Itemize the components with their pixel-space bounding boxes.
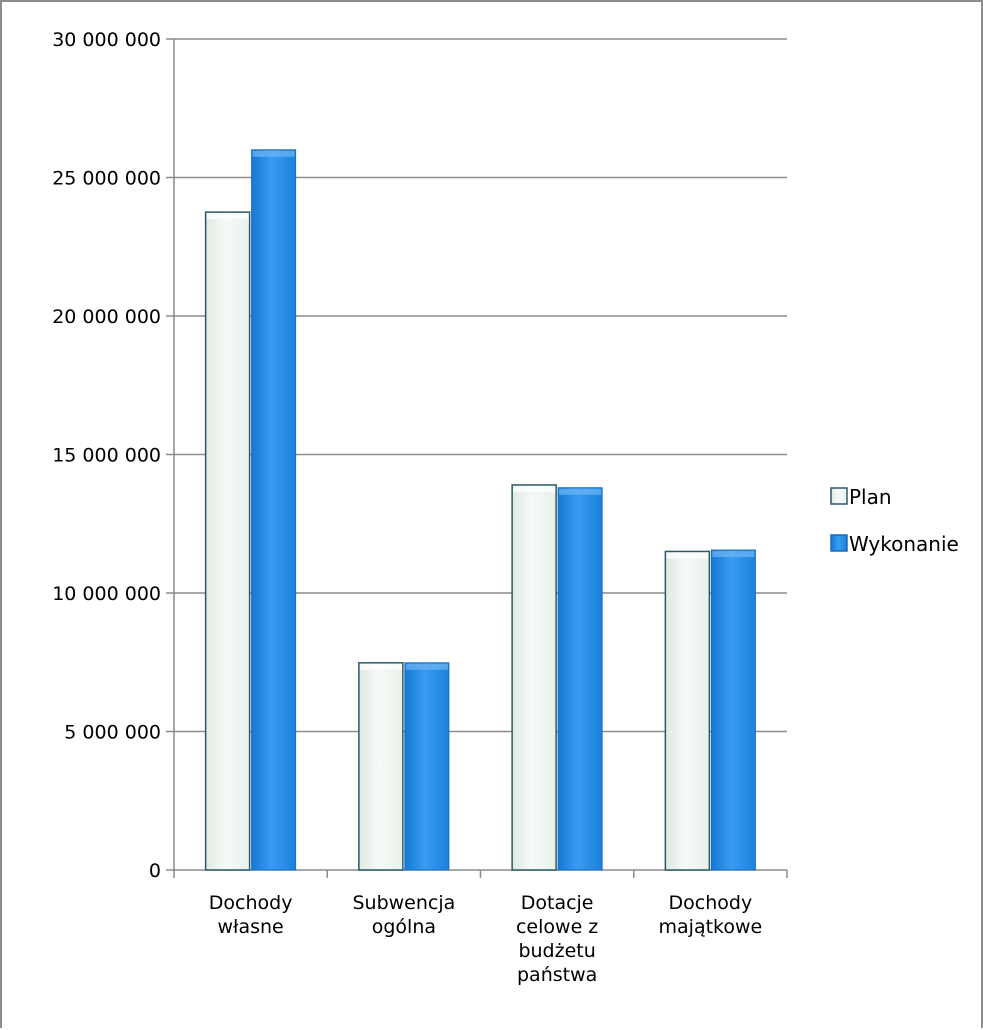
legend-swatch-wykonanie <box>830 534 848 552</box>
bar-plan-1 <box>358 662 404 871</box>
y-tick-label: 20 000 000 <box>52 306 161 328</box>
bar-plan-2 <box>511 484 557 871</box>
bar-plan-0 <box>204 211 251 871</box>
bars <box>204 149 756 871</box>
y-tick-label: 0 <box>149 860 161 882</box>
y-tick-label: 15 000 000 <box>52 445 161 467</box>
y-tick-label: 5 000 000 <box>64 722 161 744</box>
bar-highlight <box>559 488 602 495</box>
bar-wykonanie-1 <box>404 662 450 871</box>
bar-highlight <box>712 551 755 558</box>
y-tick-label: 10 000 000 <box>52 583 161 605</box>
bar-plan-3 <box>664 550 711 871</box>
bar-wykonanie-2 <box>557 487 603 871</box>
y-tick-label: 25 000 000 <box>52 168 161 190</box>
bar-highlight <box>206 213 249 220</box>
y-tick-label: 30 000 000 <box>52 29 161 51</box>
x-category-label: Dotacje <box>521 892 594 914</box>
x-category-label: ogólna <box>372 916 436 938</box>
x-category-label: państwa <box>517 964 597 986</box>
x-category-label: celowe z <box>516 916 598 938</box>
bar-wykonanie-3 <box>710 549 756 871</box>
bar-highlight <box>666 552 709 559</box>
x-category-label: Dochody <box>209 892 293 914</box>
x-category-label: własne <box>218 916 284 938</box>
legend-swatch-plan <box>830 487 848 505</box>
bar-highlight <box>405 663 448 670</box>
bar-wykonanie-0 <box>251 149 297 871</box>
x-category-label: Subwencja <box>352 892 455 914</box>
x-category-label: budżetu <box>518 940 595 962</box>
bar-highlight <box>513 485 556 492</box>
legend-label-plan: Plan <box>849 485 892 509</box>
legend: Plan Wykonanie <box>830 485 959 556</box>
bar-highlight <box>359 663 402 670</box>
x-category-label: Dochody <box>669 892 753 914</box>
bar-highlight <box>252 150 295 157</box>
x-category-label: majątkowe <box>659 916 763 938</box>
axis-labels: 0 5 000 000 10 000 000 15 000 000 20 000 000… <box>52 29 762 986</box>
legend-label-wykonanie: Wykonanie <box>849 532 959 556</box>
